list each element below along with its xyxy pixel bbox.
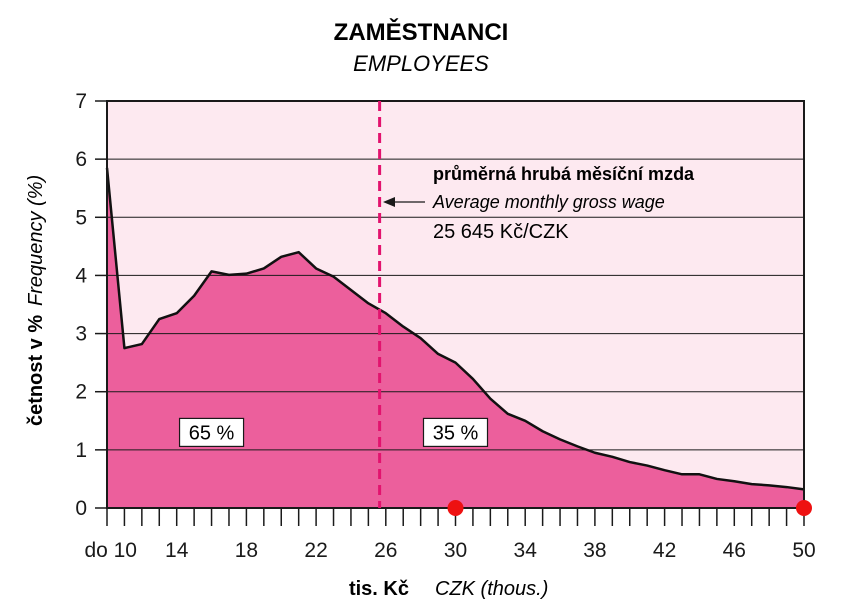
share-box (178, 417, 245, 448)
average-label-en: Average monthly gross wage (432, 192, 665, 212)
y-tick-label: 3 (75, 323, 87, 346)
y-tick-label: 1 (75, 439, 87, 462)
y-tick-label: 5 (75, 206, 87, 229)
marker-point (447, 500, 464, 516)
distribution-area (107, 167, 804, 509)
y-tick-label: 2 (75, 381, 87, 404)
share-label: 35 % (433, 422, 479, 444)
y-tick-label: 7 (75, 90, 87, 113)
y-axis-label: četnost v % (25, 315, 47, 426)
y-axis-label-en: Frequency (%) (25, 175, 47, 306)
x-tick-label: 46 (723, 539, 746, 562)
distribution-line (105, 167, 805, 491)
x-axis-title: tis. Kč CZK (thous.) (349, 578, 548, 600)
y-tick-label: 6 (75, 148, 87, 171)
x-axis-label-en: CZK (thous.) (435, 578, 548, 600)
x-tick-label: 34 (514, 539, 538, 562)
x-tick-label: 38 (583, 539, 606, 562)
chart-subtitle: EMPLOYEES (353, 51, 489, 76)
x-tick-label: 26 (374, 539, 397, 562)
average-label-cz: průměrná hrubá měsíční mzda (433, 164, 695, 184)
marker-point (796, 500, 812, 516)
x-tick-label: do 10 (84, 539, 137, 562)
x-tick-label: 50 (792, 539, 815, 562)
average-value: 25 645 Kč/CZK (433, 221, 569, 243)
average-arrow-head (383, 197, 395, 207)
y-tick-label: 0 (75, 497, 87, 520)
x-tick-label: 42 (653, 539, 676, 562)
y-tick-label: 4 (75, 264, 87, 287)
x-axis-label: tis. Kč (349, 578, 409, 600)
share-label: 65 % (189, 422, 235, 444)
x-tick-label: 14 (165, 539, 189, 562)
share-box (422, 417, 489, 448)
x-tick-label: 22 (304, 539, 327, 562)
x-tick-label: 18 (235, 539, 258, 562)
chart-title: ZAMĚSTNANCI (334, 18, 509, 46)
x-tick-label: 30 (444, 539, 467, 562)
y-axis-title: četnost v % Frequency (%) (25, 175, 47, 426)
